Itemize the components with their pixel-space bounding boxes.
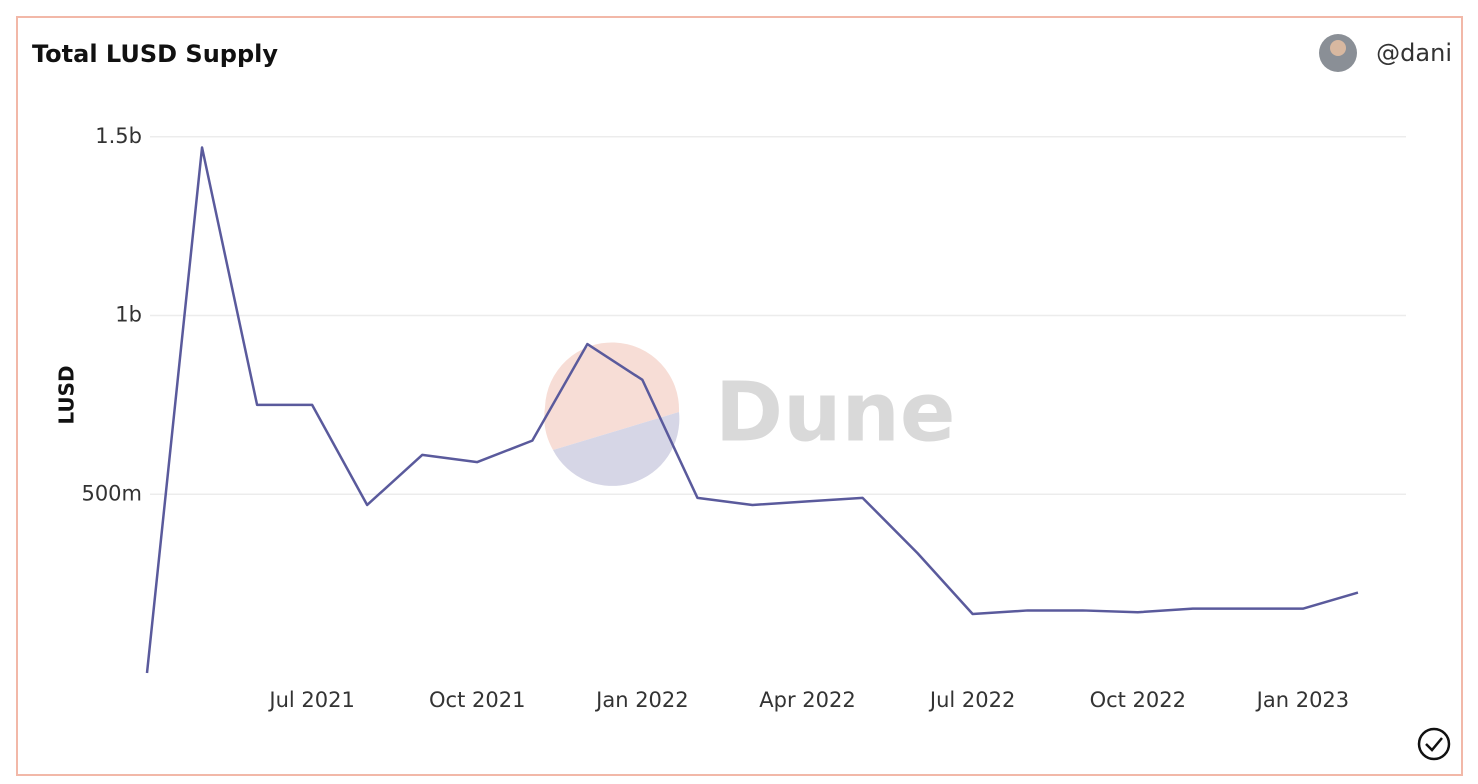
x-tick-label: Jan 2022 <box>594 688 689 712</box>
watermark: Dune <box>715 365 955 460</box>
x-tick-label: Jul 2021 <box>267 688 354 712</box>
x-tick-label: Oct 2021 <box>429 688 525 712</box>
chart-title: Total LUSD Supply <box>32 40 278 68</box>
y-axis-title: LUSD <box>55 365 79 424</box>
x-tick-label: Apr 2022 <box>759 688 855 712</box>
x-tick-label: Oct 2022 <box>1090 688 1186 712</box>
watermark-logo <box>544 342 680 486</box>
data-line <box>145 146 1359 674</box>
x-tick-label: Jul 2022 <box>928 688 1015 712</box>
avatar-face <box>1330 40 1346 56</box>
author[interactable]: @dani <box>1376 39 1452 67</box>
card-border <box>16 16 1463 776</box>
y-tick-label: 1.5b <box>95 124 142 148</box>
y-tick-label: 1b <box>115 303 142 327</box>
y-tick-label: 500m <box>81 481 142 505</box>
x-tick-label: Jan 2023 <box>1255 688 1350 712</box>
check-icon[interactable] <box>1417 727 1451 761</box>
